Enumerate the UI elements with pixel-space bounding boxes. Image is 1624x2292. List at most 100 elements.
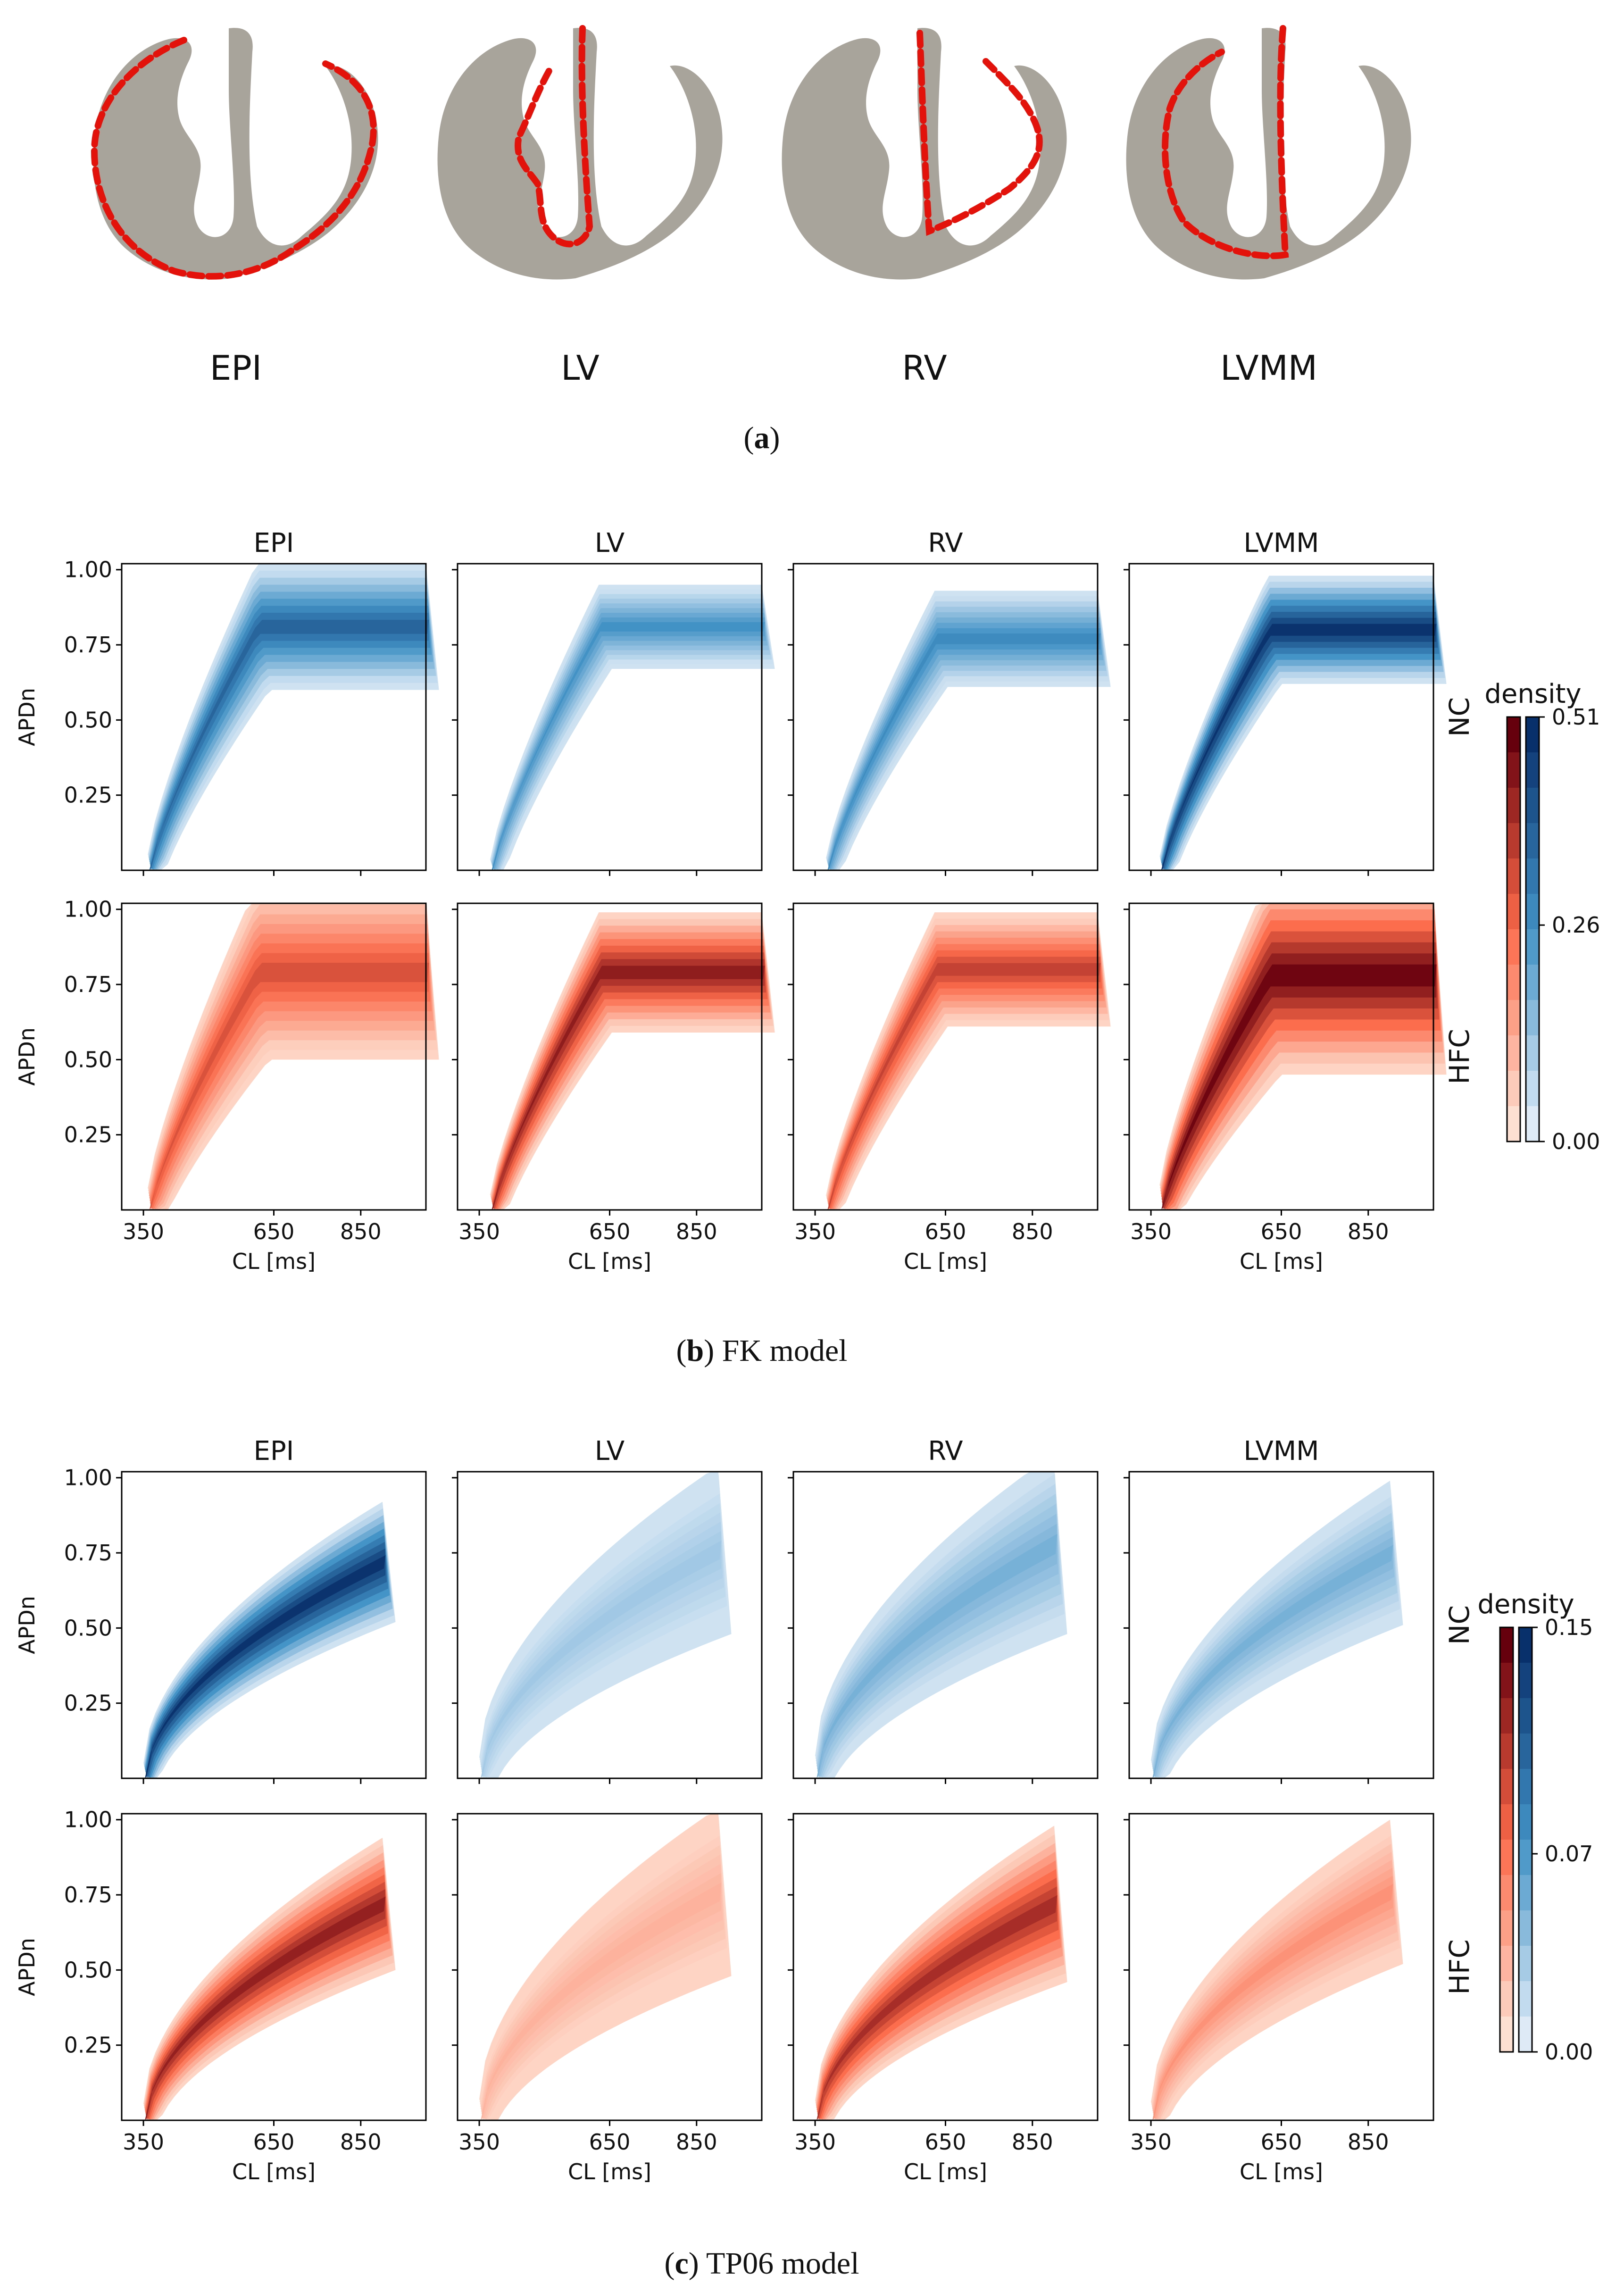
column-title: EPI [254,1436,294,1467]
x-axis-label: CL [ms] [904,1249,987,1274]
density-band [150,613,429,870]
column-title: LV [595,1436,625,1467]
x-axis-label: CL [ms] [1240,2159,1323,2184]
y-tick-label: 0.75 [64,1540,112,1566]
x-tick-label: 850 [676,1219,717,1244]
density-band [828,957,1101,1210]
y-tick-label: 0.25 [64,1122,112,1148]
subplot-fk-rv-nc: RV [788,528,1111,876]
subplot-tp06-epi-nc: 0.25 0.50 0.75 1.00 EPI APDn [14,1436,427,1784]
region-label-rv: RV [902,348,947,388]
density-band [150,933,432,1210]
column-title: LV [595,528,625,558]
colorbar-blue-segment [1519,1875,1532,1910]
colorbar-frame [1525,716,1540,1142]
tissue-shape [1126,28,1411,280]
row-label-nc: NC [1443,1605,1475,1645]
x-tick-label: 650 [1261,2129,1302,2155]
colorbar-red-segment [1507,1071,1520,1106]
colorbar-blue-segment [1526,752,1539,788]
density-band [816,1895,1058,2120]
colorbar-blue-segment [1519,1663,1532,1698]
colorbar-red-segment [1500,1663,1513,1698]
colorbar-red-segment [1500,2017,1513,2052]
colorbar-tick-label: 0.51 [1552,704,1600,730]
y-axis-label: APDn [14,1596,40,1654]
caption-c-text: TP06 model [699,2246,859,2281]
column-title: RV [928,1436,963,1467]
x-tick-label: 850 [1012,1219,1053,1244]
colorbar-title: density [1484,679,1581,709]
colorbar-red-segment [1500,1840,1513,1875]
tissue-shape [93,28,378,280]
colorbar-title: density [1477,1589,1574,1620]
subplot-fk-epi-hfc: 0.25 0.50 0.75 1.00 350 650 850 CL [ms] APDn [14,897,439,1274]
column-title: RV [928,528,963,558]
region-outline [916,30,1043,236]
colorbar-blue-segment [1519,1734,1532,1769]
colorbar-blue-segment [1519,2017,1532,2052]
colorbar-red-segment [1507,823,1520,858]
row-label-hfc: HFC [1443,1939,1475,1994]
y-tick-label: 1.00 [64,1465,112,1491]
colorbar-frame [1518,1626,1533,2053]
x-tick-label: 350 [458,1219,500,1244]
colorbar-blue-segment [1526,894,1539,929]
density-band [492,959,765,1210]
caption-b: (b) FK model [676,1334,847,1368]
x-tick-label: 850 [1012,2129,1053,2155]
y-tick-label: 0.25 [64,2033,112,2058]
x-tick-label: 350 [458,2129,500,2155]
subplot-tp06-epi-hfc: 0.25 0.50 0.75 1.00 350 650 850 CL [ms] APDn [14,1807,427,2184]
x-axis-label: CL [ms] [904,2159,987,2184]
colorbar-blue-segment [1526,1000,1539,1035]
colorbar-red-segment [1500,1734,1513,1769]
subplot-fk-epi-nc: 0.25 0.50 0.75 1.00 EPI APDn [14,528,439,876]
colorbar-blue-segment [1519,1804,1532,1840]
density-band [1161,593,1442,870]
subplot-tp06-rv-hfc: 350 650 850 CL [ms] [788,1813,1099,2184]
x-tick-label: 650 [253,2129,295,2155]
density-band [146,1889,385,2120]
colorbar-frame [1499,1626,1514,2053]
x-axis-label: CL [ms] [232,1249,316,1274]
density-band [481,1882,722,2120]
colorbar-tick-label: 0.15 [1545,1615,1593,1640]
density-band [1153,1537,1393,1778]
x-axis-label: CL [ms] [232,2159,316,2184]
density-band [1152,1545,1393,1778]
colorbar-blue-segment [1519,1769,1532,1804]
y-tick-label: 1.00 [64,1807,112,1833]
x-tick-label: 650 [1261,1219,1302,1244]
y-tick-label: 0.50 [64,1615,112,1641]
y-tick-label: 0.75 [64,1882,112,1908]
colorbar-red-segment [1500,1875,1513,1910]
heart-section-1 [437,25,723,280]
density-band [481,1540,722,1778]
colorbar-tick-label: 0.26 [1552,912,1600,938]
y-tick-label: 0.75 [64,632,112,658]
density-band [482,1873,721,2120]
caption-c-label: c [675,2246,688,2281]
fk-model-panel: 0.25 0.50 0.75 1.00 EPI APDn 0.25 0.50 0.75 1.00 3… [14,528,1600,1274]
density-band [816,1534,1058,1778]
colorbar-red-segment [1507,929,1520,965]
y-tick-label: 1.00 [64,897,112,922]
colorbar-red-segment [1500,1698,1513,1734]
region-outline [515,25,593,248]
x-axis-label: CL [ms] [568,1249,651,1274]
colorbar-blue-segment [1526,1035,1539,1071]
density-band [817,1886,1057,2120]
x-tick-label: 350 [1130,2129,1172,2155]
density-band [1152,1884,1393,2120]
colorbar-tick-label: 0.00 [1552,1129,1600,1154]
subplot-tp06-lv-nc: LV [452,1436,763,1784]
x-tick-label: 850 [1348,1219,1389,1244]
colorbar-red-segment [1500,1627,1513,1663]
colorbar-blue-segment [1519,1627,1532,1663]
tissue-shape [437,28,723,280]
region-outline [1162,25,1289,259]
x-tick-label: 350 [1130,1219,1172,1244]
colorbar-red-segment [1507,1035,1520,1071]
subplot-fk-rv-hfc: 350 650 850 CL [ms] [788,902,1111,1274]
